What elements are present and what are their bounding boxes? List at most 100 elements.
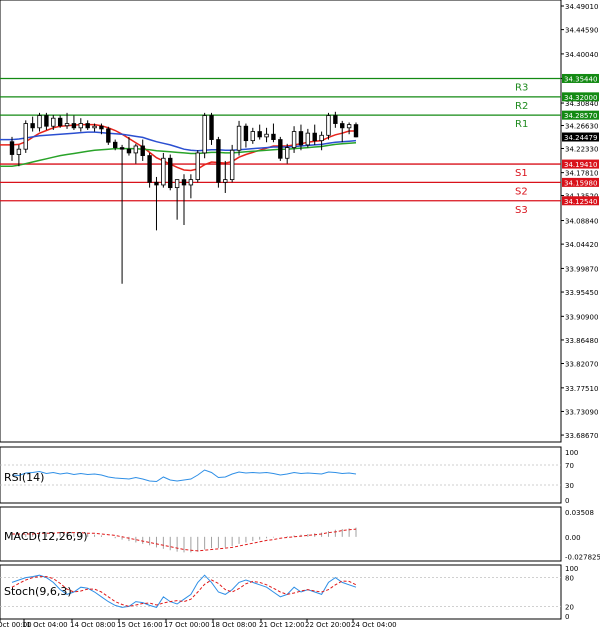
price-tick-label: 34.26630 bbox=[565, 123, 598, 131]
candle-body bbox=[195, 152, 200, 181]
rsi-line bbox=[11, 469, 357, 483]
candle-body bbox=[71, 123, 77, 129]
macd-tick-label: 0.03508 bbox=[565, 509, 594, 517]
support-price-tag-bg bbox=[562, 177, 599, 187]
macd-tick-label: -0.027825 bbox=[565, 553, 600, 561]
time-tick-label: 15 Oct 16:00 bbox=[117, 621, 163, 629]
candle-body bbox=[319, 134, 324, 142]
macd-tick-label: 0.00 bbox=[565, 534, 581, 542]
resistance-price-tag: 34.28570 bbox=[564, 112, 597, 120]
support-name-s2: S2 bbox=[515, 186, 528, 197]
stoch-tick-label: 20 bbox=[565, 603, 574, 611]
candle-body bbox=[291, 131, 297, 148]
moving-average-fast bbox=[0, 123, 356, 172]
candle-body bbox=[305, 132, 311, 146]
support-price-tag: 34.12540 bbox=[564, 198, 597, 206]
rsi-title: RSI(14) bbox=[4, 471, 44, 484]
time-tick-label: 14 Oct 08:00 bbox=[70, 621, 116, 629]
stoch-tick-label: 80 bbox=[565, 575, 574, 583]
rsi-tick-label-max: 100 bbox=[565, 449, 578, 457]
moving-average-slow bbox=[0, 142, 357, 168]
time-tick-label: 24 Oct 04:00 bbox=[351, 621, 397, 629]
candle-body bbox=[23, 123, 28, 150]
price-tick-label: 34.44590 bbox=[565, 27, 598, 35]
resistance-name-r1: R1 bbox=[515, 119, 528, 130]
candle-body bbox=[113, 141, 118, 148]
candle-body bbox=[92, 125, 97, 129]
price-tick-label: 34.08840 bbox=[565, 218, 598, 226]
support-price-tag: 34.15980 bbox=[564, 179, 597, 187]
candle-body bbox=[78, 123, 83, 129]
stoch-title: Stoch(9,6,3) bbox=[4, 585, 72, 598]
time-tick-label: 18 Oct 08:00 bbox=[211, 621, 257, 629]
candle-body bbox=[161, 157, 166, 186]
main-plot-frame bbox=[0, 0, 562, 443]
price-tick-label: 33.68670 bbox=[565, 432, 598, 440]
candle-body bbox=[57, 117, 63, 127]
rsi-tick-label: 0 bbox=[565, 497, 569, 505]
candle-body bbox=[298, 131, 304, 146]
price-tick-label: 34.30840 bbox=[565, 100, 598, 108]
candle-body bbox=[147, 155, 152, 183]
resistance-price-tag-bg bbox=[562, 92, 599, 102]
time-tick-label: 11 Oct 04:00 bbox=[22, 621, 68, 629]
price-tick-label: 34.17810 bbox=[565, 170, 598, 178]
price-tick-label: 34.04420 bbox=[565, 241, 598, 249]
candle-body bbox=[37, 115, 42, 129]
macd-panel-frame bbox=[0, 506, 562, 562]
candle-body bbox=[154, 181, 159, 186]
support-name-s1: S1 bbox=[515, 168, 528, 179]
candle-body bbox=[346, 124, 352, 129]
moving-average-medium bbox=[0, 131, 357, 152]
resistance-price-tag: 34.35440 bbox=[564, 75, 597, 83]
candle-body bbox=[340, 123, 345, 129]
candle-body bbox=[202, 115, 207, 154]
candle-body bbox=[312, 132, 317, 142]
candle-body bbox=[353, 124, 359, 138]
candle-body bbox=[278, 139, 283, 159]
price-tick-label: 33.82070 bbox=[565, 360, 598, 368]
time-tick-label: 21 Oct 12:00 bbox=[259, 621, 305, 629]
resistance-price-tag-bg bbox=[562, 110, 599, 120]
candle-body bbox=[284, 147, 290, 159]
resistance-price-tag-bg bbox=[562, 73, 599, 83]
candle-body bbox=[243, 125, 249, 142]
candle-body bbox=[257, 131, 262, 138]
candle-body bbox=[99, 125, 104, 130]
price-tick-label: 33.86480 bbox=[565, 337, 598, 345]
resistance-price-tag: 34.32000 bbox=[564, 94, 597, 102]
candle-body bbox=[85, 123, 90, 129]
candle-body bbox=[126, 148, 132, 154]
candle-body bbox=[236, 125, 242, 151]
price-tick-label: 34.22330 bbox=[565, 145, 598, 153]
candle-body bbox=[106, 128, 111, 143]
stoch-k-line bbox=[11, 574, 357, 608]
support-price-tag-bg bbox=[562, 159, 599, 169]
price-tick-label: 33.77510 bbox=[565, 385, 598, 393]
support-price-tag: 34.19410 bbox=[564, 161, 597, 169]
macd-title: MACD(12,26,9) bbox=[4, 530, 88, 543]
stoch-tick-label: 0 bbox=[565, 613, 569, 621]
candle-body bbox=[64, 123, 70, 127]
stoch-d-line bbox=[11, 576, 357, 607]
price-tick-label: 33.73090 bbox=[565, 408, 598, 416]
price-tick-label: 33.90900 bbox=[565, 313, 598, 321]
support-price-tag-bg bbox=[562, 196, 599, 206]
candle-body bbox=[333, 115, 338, 124]
candle-body bbox=[264, 133, 269, 138]
candle-body bbox=[44, 115, 49, 127]
candle-body bbox=[250, 131, 255, 142]
price-tick-label: 34.49010 bbox=[565, 3, 598, 11]
candle-body bbox=[9, 141, 15, 155]
candle-body bbox=[223, 179, 228, 183]
macd-signal-line bbox=[12, 528, 357, 552]
candle-body bbox=[51, 117, 56, 127]
time-tick-label: 17 Oct 00:00 bbox=[164, 621, 210, 629]
candle-body bbox=[133, 145, 139, 154]
candle-body bbox=[16, 148, 22, 155]
price-tick-label: 33.95450 bbox=[565, 289, 598, 297]
current-price-tag: 34.24479 bbox=[564, 134, 597, 142]
current-price-tag-bg bbox=[562, 132, 599, 142]
rsi-tick-label: 30 bbox=[565, 482, 574, 490]
